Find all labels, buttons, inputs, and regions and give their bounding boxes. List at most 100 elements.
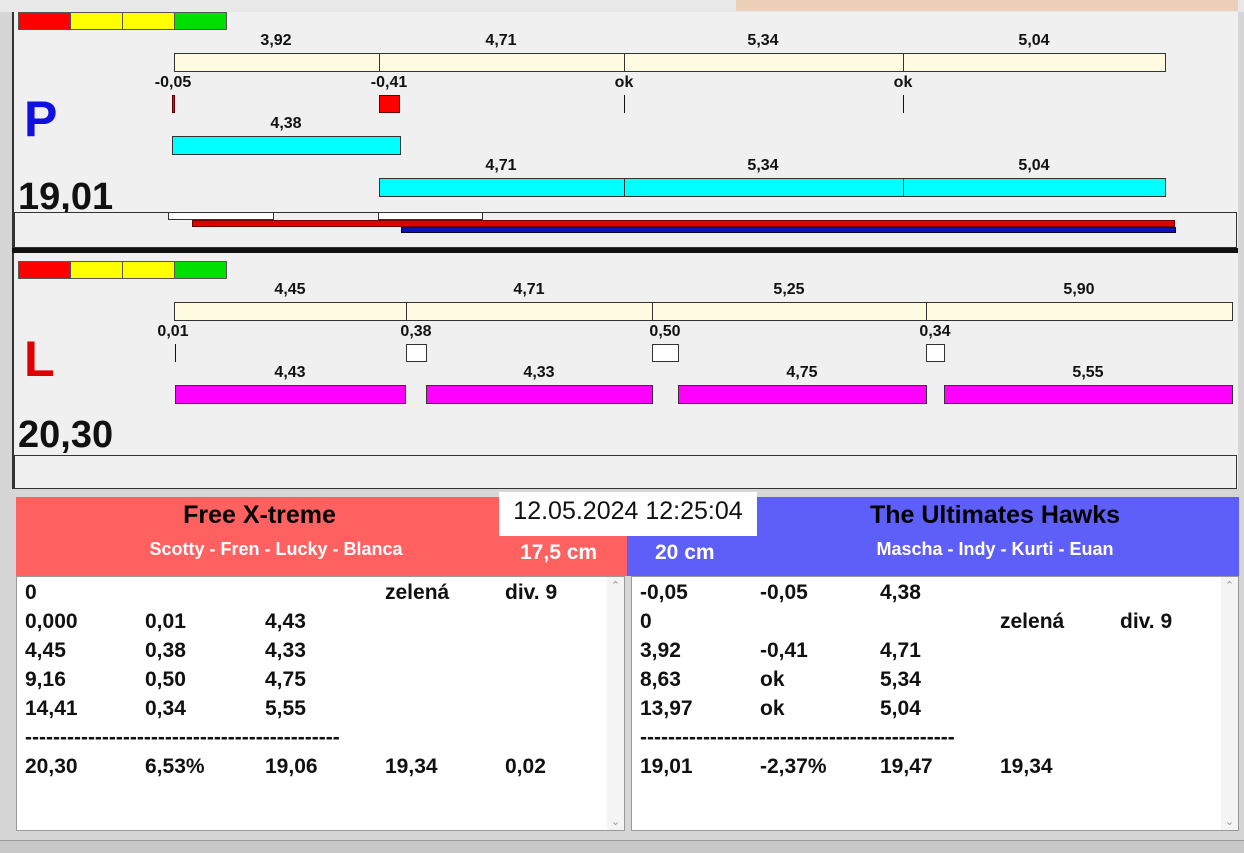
right-team-dog-height: 20 cm	[655, 541, 715, 564]
leg-bar	[379, 178, 625, 197]
result-cell: 0,34	[145, 697, 186, 720]
timeline-segment	[174, 302, 407, 321]
start-reaction-label: 0,34	[919, 323, 951, 340]
result-cell: 4,33	[265, 639, 306, 662]
left-team-members: Scotty - Fren - Lucky - Blanca	[149, 539, 403, 559]
run-time-label: 5,25	[773, 281, 805, 298]
timeline-segment	[174, 53, 380, 72]
result-cell: 0,02	[505, 755, 546, 778]
leg-time-label: 5,34	[747, 157, 779, 174]
light-yellow	[122, 261, 175, 279]
result-cell: 0,01	[145, 610, 186, 633]
light-red	[18, 12, 71, 30]
scroll-down-icon[interactable]: ⌄	[1224, 816, 1235, 828]
result-cell: 3,92	[640, 639, 681, 662]
ok-tick	[903, 95, 904, 113]
scrollbar[interactable]: ⌃ ⌄	[607, 577, 624, 830]
right-team-name: The Ultimates Hawks	[869, 501, 1121, 529]
right-team-results-list[interactable]: -0,05 -0,05 4,38 0 zelená div. 9 3,92 -0,41 4,71…	[631, 576, 1239, 831]
left-team-results-list[interactable]: 0 zelená div. 9 0,000 0,01 4,43 4,45 0,38 4,33 9,…	[16, 576, 625, 831]
result-cell: 19,34	[385, 755, 438, 778]
left-team-dog-height: 17,5 cm	[520, 541, 598, 564]
red-total-line	[192, 220, 1175, 227]
ok-tick	[624, 95, 625, 113]
run-time-label: 5,34	[747, 32, 779, 49]
result-cell: 19,47	[880, 755, 933, 778]
result-cell: 5,34	[880, 668, 921, 691]
leg-time-label: 4,33	[523, 364, 555, 381]
leg-bar	[678, 385, 927, 404]
result-cell: 4,43	[265, 610, 306, 633]
start-reaction-label: 0,38	[400, 323, 432, 340]
run-time-label: 4,45	[274, 281, 306, 298]
result-cell: -0,05	[760, 581, 808, 604]
result-cell: div. 9	[1120, 610, 1173, 633]
right-team-members: Mascha - Indy - Kurti - Euan	[876, 539, 1114, 559]
run-time-label: 3,92	[260, 32, 292, 49]
top-tab-strip	[0, 0, 1244, 12]
start-reaction-label: ok	[614, 74, 634, 91]
leg-bar	[172, 136, 401, 155]
start-reaction-label: -0,05	[154, 74, 192, 91]
result-cell: 19,01	[640, 755, 693, 778]
result-cell: 4,71	[880, 639, 921, 662]
light-yellow	[122, 12, 175, 30]
leg-time-label: 4,75	[786, 364, 818, 381]
left-edge-line	[12, 12, 14, 248]
timeline-segment	[903, 53, 1166, 72]
scrollbar[interactable]: ⌃ ⌄	[1221, 577, 1238, 830]
start-box	[406, 344, 427, 362]
blue-total-line	[401, 227, 1176, 233]
lane-letter-p: P	[24, 91, 58, 147]
result-cell: 0,50	[145, 668, 186, 691]
light-yellow	[70, 12, 123, 30]
start-tick	[175, 344, 176, 362]
start-box	[652, 344, 679, 362]
result-cell: 19,06	[265, 755, 318, 778]
timeline-segment	[926, 302, 1233, 321]
scroll-up-icon[interactable]: ⌃	[1224, 580, 1235, 592]
datetime-display: 12.05.2024 12:25:04	[499, 492, 757, 536]
timeline-segment	[652, 302, 927, 321]
timeline-segment	[406, 302, 653, 321]
leg-bar	[624, 178, 904, 197]
light-yellow	[70, 261, 123, 279]
scroll-up-icon[interactable]: ⌃	[610, 580, 621, 592]
result-cell: 5,04	[880, 697, 921, 720]
light-green	[174, 12, 227, 30]
false-start-marker	[172, 95, 175, 113]
leg-bar	[426, 385, 653, 404]
leg-bar	[903, 178, 1166, 197]
false-start-marker	[379, 95, 400, 113]
result-cell: 9,16	[25, 668, 66, 691]
lane-divider	[12, 248, 1238, 253]
lane-p-panel	[14, 12, 1238, 248]
result-cell: 14,41	[25, 697, 78, 720]
summary-box	[14, 455, 1237, 489]
start-reaction-label: -0,41	[370, 74, 408, 91]
scroll-down-icon[interactable]: ⌄	[610, 816, 621, 828]
leg-time-label: 4,38	[270, 115, 302, 132]
separator-line: ----------------------------------------…	[25, 726, 340, 749]
leg-time-label: 5,55	[1072, 364, 1104, 381]
light-red	[18, 261, 71, 279]
white-marker	[378, 212, 483, 220]
run-time-label: 5,90	[1063, 281, 1095, 298]
left-team-name: Free X-treme	[183, 501, 336, 529]
lane-total-time: 19,01	[18, 176, 114, 218]
result-cell: 0	[640, 610, 652, 633]
result-cell: div. 9	[505, 581, 558, 604]
white-marker	[168, 212, 274, 220]
tab-highlight	[736, 0, 1238, 11]
run-time-label: 4,71	[513, 281, 545, 298]
result-cell: 0,38	[145, 639, 186, 662]
result-cell: ok	[760, 697, 785, 720]
result-cell: 4,45	[25, 639, 66, 662]
leg-time-label: 4,71	[485, 157, 517, 174]
leg-time-label: 4,43	[274, 364, 306, 381]
run-time-label: 5,04	[1018, 32, 1050, 49]
result-cell: ok	[760, 668, 785, 691]
result-cell: 8,63	[640, 668, 681, 691]
lane-letter-l: L	[24, 331, 55, 387]
result-cell: 0	[25, 581, 37, 604]
